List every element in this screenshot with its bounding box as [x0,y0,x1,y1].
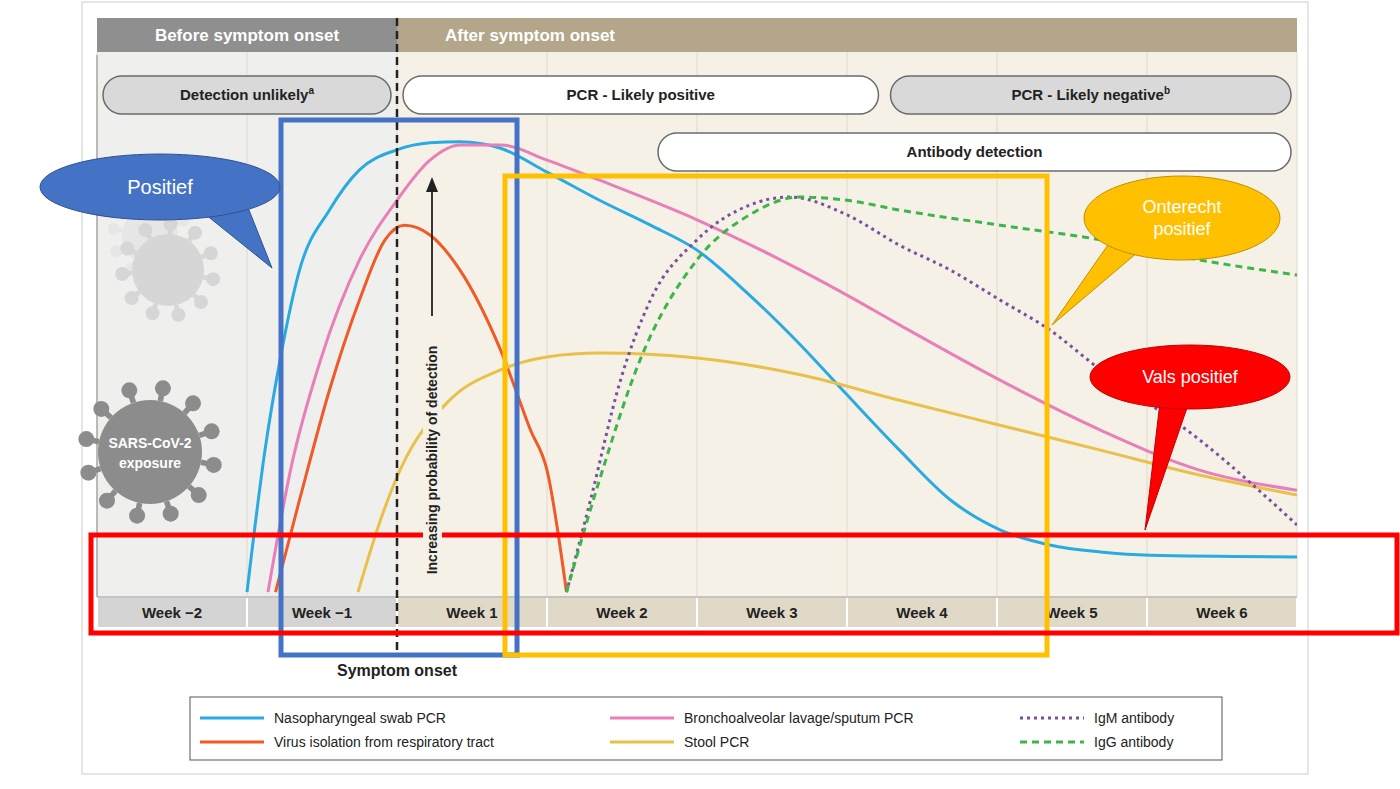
svg-text:Bronchoalveolar lavage/sputum: Bronchoalveolar lavage/sputum PCR [684,710,914,726]
svg-text:Week 3: Week 3 [746,604,797,621]
svg-text:Virus isolation from respirato: Virus isolation from respiratory tract [274,734,494,750]
svg-text:SARS-CoV-2: SARS-CoV-2 [108,435,191,451]
svg-text:exposure: exposure [119,455,181,471]
svg-text:Week −1: Week −1 [292,604,352,621]
svg-text:IgG antibody: IgG antibody [1094,734,1173,750]
svg-text:Symptom onset: Symptom onset [337,662,458,679]
svg-text:Week −2: Week −2 [142,604,202,621]
svg-text:Week 5: Week 5 [1046,604,1097,621]
svg-text:PCR - Likely negativeb: PCR - Likely negativeb [1011,85,1170,103]
svg-text:Increasing probability of dete: Increasing probability of detection [424,346,440,575]
svg-text:Week 6: Week 6 [1196,604,1247,621]
svg-text:Nasopharyngeal swab PCR: Nasopharyngeal swab PCR [274,710,446,726]
svg-text:Detection unlikelya: Detection unlikelya [180,85,314,103]
svg-text:PCR - Likely positive: PCR - Likely positive [567,86,715,103]
svg-text:Week 1: Week 1 [446,604,497,621]
svg-text:Positief: Positief [127,176,193,198]
svg-text:Antibody detection: Antibody detection [907,143,1043,160]
svg-text:After symptom onset: After symptom onset [445,26,615,45]
svg-text:IgM antibody: IgM antibody [1094,710,1174,726]
svg-text:Stool PCR: Stool PCR [684,734,749,750]
svg-text:Vals positief: Vals positief [1142,367,1239,387]
svg-text:Before symptom onset: Before symptom onset [155,26,340,45]
svg-text:positief: positief [1153,219,1211,239]
svg-text:Week 2: Week 2 [596,604,647,621]
svg-text:Week 4: Week 4 [896,604,948,621]
svg-text:Onterecht: Onterecht [1142,197,1221,217]
